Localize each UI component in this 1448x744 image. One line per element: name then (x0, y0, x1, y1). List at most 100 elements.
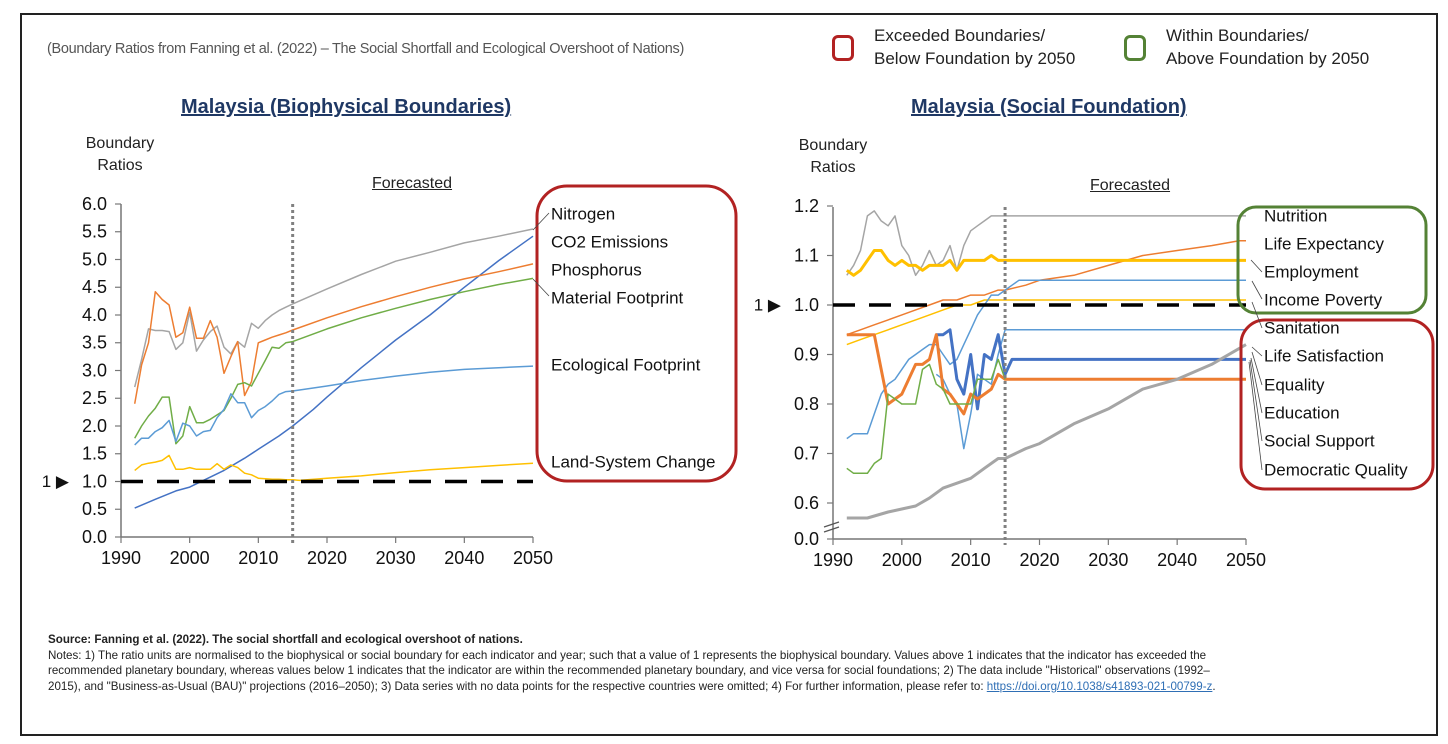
x-tick-label: 2040 (1157, 550, 1197, 570)
y-tick-label: 1.2 (794, 196, 819, 216)
axis-break-mark (823, 526, 840, 533)
series-label-employment: Employment (1264, 262, 1359, 281)
y-tick-label: 0.8 (794, 394, 819, 414)
legend-within-line1: Within Boundaries/ (1166, 26, 1309, 45)
y-tick-label: 3.0 (82, 360, 107, 380)
y-tick-label: 1.0 (794, 295, 819, 315)
leader-line (1251, 351, 1263, 386)
leader-line (1249, 359, 1263, 442)
leader-line (1250, 259, 1263, 273)
series-label-life-satisfaction: Life Satisfaction (1264, 346, 1384, 365)
y-tick-label: 0.6 (794, 493, 819, 513)
axis-break-mark (823, 521, 840, 528)
series-label-education: Education (1264, 403, 1340, 422)
notes-suffix: . (1212, 679, 1216, 693)
x-tick-label: 2040 (444, 548, 484, 568)
y-tick-label: 0.0 (794, 529, 819, 549)
series-line-material-footprint (134, 277, 534, 445)
x-tick-label: 2010 (238, 548, 278, 568)
legend-exceeded-label: Exceeded Boundaries/ Below Foundation by… (874, 24, 1075, 70)
series-line-phosphorus (133, 263, 534, 404)
y-tick-label: 0.0 (82, 527, 107, 547)
y-tick-label: 0.5 (82, 499, 107, 519)
x-tick-label: 2000 (882, 550, 922, 570)
figure-frame (20, 13, 1438, 736)
legend-within-line2: Above Foundation by 2050 (1166, 49, 1370, 68)
x-tick-label: 2050 (513, 548, 553, 568)
series-label-income-poverty: Income Poverty (1264, 290, 1383, 309)
series-label-equality: Equality (1264, 375, 1325, 394)
series-line-democratic-quality (846, 358, 1006, 475)
legend-exceeded-line1: Exceeded Boundaries/ (874, 26, 1046, 45)
series-label-material-footprint: Material Footprint (551, 288, 684, 307)
leader-line (1251, 346, 1263, 357)
series-label-nutrition: Nutrition (1264, 206, 1327, 225)
plot-area-social: 1990 2000 2010 2020 2030 2040 2050 0.0 0.6 0.7 0.8… (754, 196, 1266, 570)
x-tick-label: 1990 (101, 548, 141, 568)
figure-subtitle: (Boundary Ratios from Fanning et al. (20… (47, 41, 684, 57)
forecast-label-social: Forecasted (1090, 177, 1171, 194)
x-tick-label: 2010 (951, 550, 991, 570)
series-label-sanitation: Sanitation (1264, 318, 1340, 337)
legend-within-label: Within Boundaries/ Above Foundation by 2… (1166, 24, 1369, 70)
notes-text: Notes: 1) The ratio units are normalised… (48, 648, 1210, 693)
leader-line (1248, 361, 1263, 471)
y-tick-label: 0.7 (794, 443, 819, 463)
legend-box-social-exceeded (1239, 318, 1435, 491)
series-label-co2-emissions: CO2 Emissions (551, 232, 668, 251)
series-label-nitrogen: Nitrogen (551, 204, 615, 223)
leader-line (1251, 280, 1263, 300)
chart-title-social: Malaysia (Social Foundation) (911, 96, 1187, 118)
series-line-income-poverty (846, 299, 1246, 346)
y-axis-label-text: Boundary Ratios (798, 137, 868, 176)
source-citation: Source: Fanning et al. (2022). The socia… (48, 633, 523, 646)
x-tick-label: 2050 (1226, 550, 1266, 570)
series-label-land-system-change: Land-System Change (551, 452, 715, 471)
series-label-social-support: Social Support (1264, 431, 1375, 450)
y-tick-label: 2.0 (82, 416, 107, 436)
series-label-ecological-footprint: Ecological Footprint (551, 355, 701, 374)
y-tick-label: 5.5 (82, 222, 107, 242)
y-axis-label-text: Boundary Ratios (85, 135, 155, 174)
y-tick-label: 3.5 (82, 333, 107, 353)
leader-line (532, 278, 550, 297)
chart-title-biophysical: Malaysia (Biophysical Boundaries) (181, 96, 512, 118)
x-tick-label: 2000 (170, 548, 210, 568)
series-label-life-expectancy: Life Expectancy (1264, 234, 1385, 253)
series-label-democratic-quality: Democratic Quality (1264, 460, 1408, 479)
x-tick-label: 1990 (813, 550, 853, 570)
leader-line (1251, 301, 1263, 329)
series-line-nutrition (846, 210, 1246, 277)
plot-area-biophysical: 1990 2000 2010 2020 2030 2040 2050 0.0 0.5 1.0 1.5… (42, 194, 553, 568)
series-line-education (846, 333, 1246, 416)
legend-exceeded-line2: Below Foundation by 2050 (874, 49, 1076, 68)
series-line-social-support (846, 343, 1247, 520)
series-line-life-satisfaction (935, 329, 1246, 450)
doi-link[interactable]: https://doi.org/10.1038/s41893-021-00799… (986, 679, 1213, 693)
x-tick-label: 2030 (376, 548, 416, 568)
series-line-life-expectancy (846, 239, 1246, 336)
y-tick-label: 0.9 (794, 344, 819, 364)
y-tick-label: 6.0 (82, 194, 107, 214)
series-label-phosphorus: Phosphorus (551, 260, 642, 279)
notes-body: Notes: 1) The ratio units are normalised… (48, 648, 1228, 695)
y-tick-label: 4.5 (82, 277, 107, 297)
y-tick-label: 5.0 (82, 249, 107, 269)
boundary-marker-biophysical: 1 ▶ (42, 472, 70, 491)
y-axis-label-biophysical: Boundary Ratios (70, 133, 170, 177)
y-tick-label: 2.5 (82, 388, 107, 408)
legend-box-social-within (1236, 205, 1428, 315)
leader-line (1250, 357, 1263, 414)
series-line-co2-emissions (134, 235, 534, 509)
y-axis-label-social: Boundary Ratios (783, 135, 883, 179)
y-tick-label: 1.5 (82, 444, 107, 464)
leader-line (532, 212, 550, 231)
x-tick-label: 2020 (1019, 550, 1059, 570)
x-tick-label: 2020 (307, 548, 347, 568)
boundary-marker-social: 1 ▶ (754, 295, 782, 314)
y-tick-label: 1.0 (82, 471, 107, 491)
forecast-label-biophysical: Forecasted (372, 175, 453, 192)
series-line-nitrogen (133, 228, 534, 388)
y-tick-label: 1.1 (794, 245, 819, 265)
